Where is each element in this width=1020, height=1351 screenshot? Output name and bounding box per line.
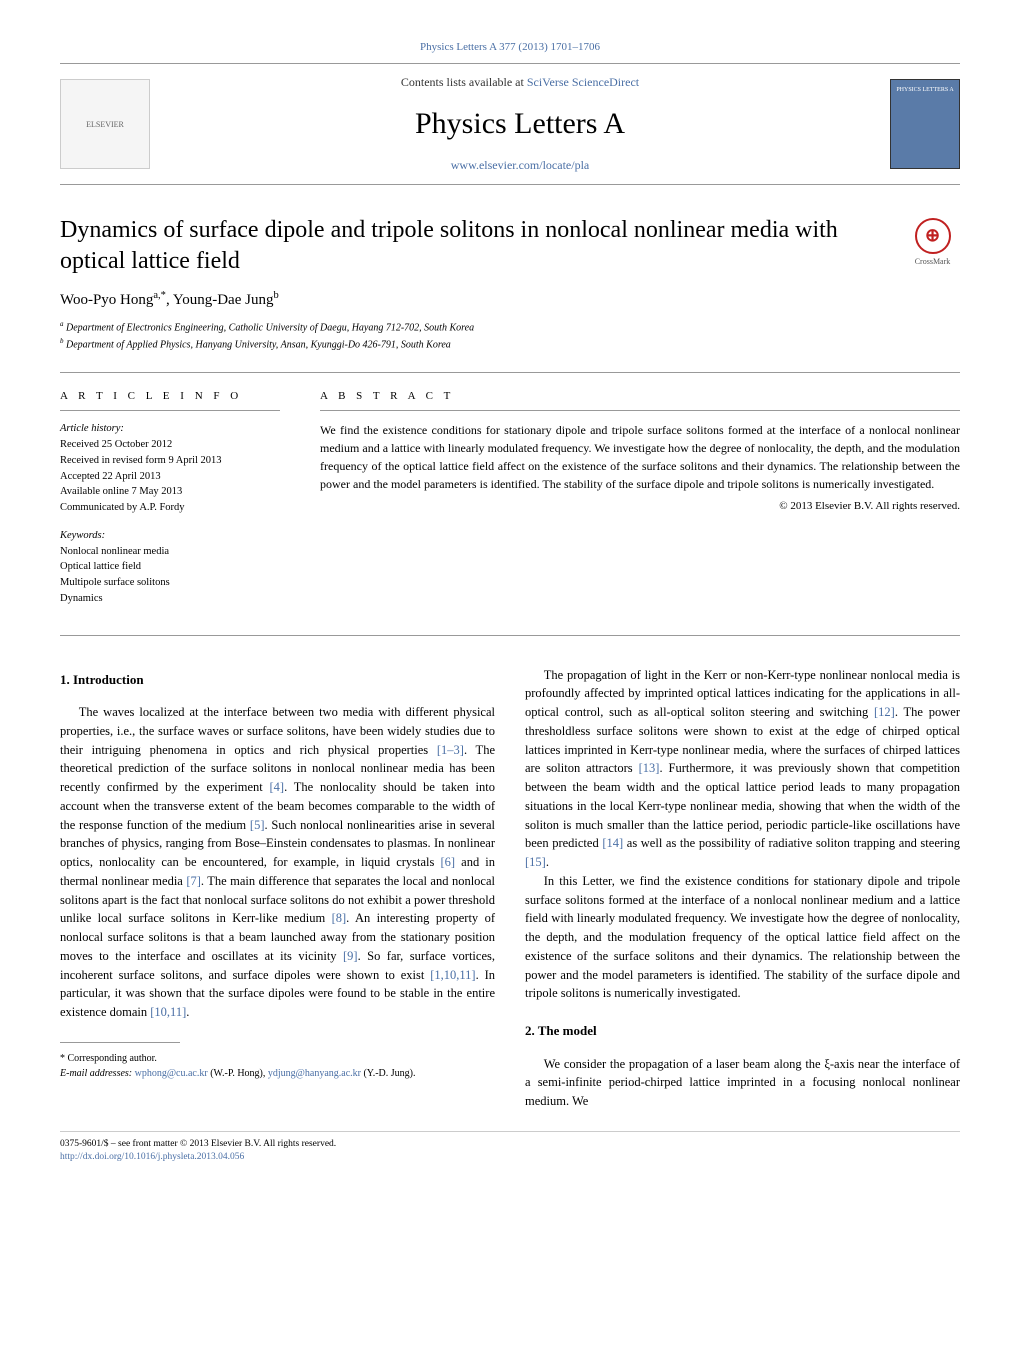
article-history: Article history: Received 25 October 201… xyxy=(60,421,280,516)
history-3: Available online 7 May 2013 xyxy=(60,486,182,497)
emails: E-mail addresses: wphong@cu.ac.kr (W.-P.… xyxy=(60,1066,495,1081)
author-1: Woo-Pyo Hong xyxy=(60,292,153,308)
authors: Woo-Pyo Honga,*, Young-Dae Jungb xyxy=(60,289,960,311)
paragraph-1: The waves localized at the interface bet… xyxy=(60,703,495,1022)
elsevier-logo-label: ELSEVIER xyxy=(86,119,124,130)
keyword-1: Optical lattice field xyxy=(60,561,141,572)
journal-cover-label: PHYSICS LETTERS A xyxy=(896,86,953,94)
affiliations: a Department of Electronics Engineering,… xyxy=(60,319,960,352)
journal-url[interactable]: www.elsevier.com/locate/pla xyxy=(150,157,890,174)
abstract: A B S T R A C T We find the existence co… xyxy=(320,389,960,619)
article-info-heading: A R T I C L E I N F O xyxy=(60,389,280,411)
footer-bar: 0375-9601/$ – see front matter © 2013 El… xyxy=(60,1131,960,1165)
email-2[interactable]: ydjung@hanyang.ac.kr xyxy=(268,1068,361,1079)
ref-link[interactable]: [7] xyxy=(186,874,201,888)
author-2: Young-Dae Jung xyxy=(173,292,274,308)
history-2: Accepted 22 April 2013 xyxy=(60,471,161,482)
header-center: Contents lists available at SciVerse Sci… xyxy=(150,74,890,174)
footnotes: * Corresponding author. E-mail addresses… xyxy=(60,1051,495,1081)
section-1-heading: 1. Introduction xyxy=(60,670,495,690)
affiliation-b: Department of Applied Physics, Hanyang U… xyxy=(66,339,451,350)
email-1[interactable]: wphong@cu.ac.kr xyxy=(135,1068,208,1079)
ref-link[interactable]: [15] xyxy=(525,855,546,869)
ref-link[interactable]: [9] xyxy=(343,949,358,963)
doi-link[interactable]: http://dx.doi.org/10.1016/j.physleta.201… xyxy=(60,1152,244,1162)
column-left: 1. Introduction The waves localized at t… xyxy=(60,666,495,1111)
affiliation-a: Department of Electronics Engineering, C… xyxy=(66,323,474,334)
column-right: The propagation of light in the Kerr or … xyxy=(525,666,960,1111)
abstract-text: We find the existence conditions for sta… xyxy=(320,421,960,493)
ref-link[interactable]: [13] xyxy=(639,761,660,775)
crossmark-icon: ⊕ xyxy=(915,218,951,254)
journal-name: Physics Letters A xyxy=(150,103,890,145)
ref-link[interactable]: [4] xyxy=(270,780,285,794)
section-2-heading: 2. The model xyxy=(525,1021,960,1041)
paragraph-2: The propagation of light in the Kerr or … xyxy=(525,666,960,872)
crossmark-label: CrossMark xyxy=(915,256,951,267)
history-0: Received 25 October 2012 xyxy=(60,439,172,450)
keywords-label: Keywords: xyxy=(60,530,105,541)
paragraph-3: In this Letter, we find the existence co… xyxy=(525,872,960,1003)
issn-line: 0375-9601/$ – see front matter © 2013 El… xyxy=(60,1138,960,1151)
paragraph-4: We consider the propagation of a laser b… xyxy=(525,1055,960,1111)
crossmark-badge[interactable]: ⊕ CrossMark xyxy=(905,215,960,270)
sciencedirect-link[interactable]: SciVerse ScienceDirect xyxy=(527,75,639,89)
journal-header: ELSEVIER Contents lists available at Sci… xyxy=(60,63,960,185)
keyword-3: Dynamics xyxy=(60,593,103,604)
ref-link[interactable]: [12] xyxy=(874,705,895,719)
history-label: Article history: xyxy=(60,423,124,434)
ref-link[interactable]: [6] xyxy=(440,855,455,869)
top-citation[interactable]: Physics Letters A 377 (2013) 1701–1706 xyxy=(60,40,960,55)
ref-link[interactable]: [10,11] xyxy=(150,1005,186,1019)
ref-link[interactable]: [8] xyxy=(332,911,347,925)
abstract-copyright: © 2013 Elsevier B.V. All rights reserved… xyxy=(320,499,960,514)
history-4: Communicated by A.P. Fordy xyxy=(60,502,185,513)
contents-available: Contents lists available at SciVerse Sci… xyxy=(150,74,890,91)
ref-link[interactable]: [1,10,11] xyxy=(430,968,475,982)
ref-link[interactable]: [14] xyxy=(602,836,623,850)
footnote-separator xyxy=(60,1042,180,1043)
history-1: Received in revised form 9 April 2013 xyxy=(60,455,222,466)
email-2-name: (Y.-D. Jung). xyxy=(361,1068,416,1079)
email-label: E-mail addresses: xyxy=(60,1068,132,1079)
ref-link[interactable]: [5] xyxy=(250,818,265,832)
abstract-heading: A B S T R A C T xyxy=(320,389,960,411)
contents-prefix: Contents lists available at xyxy=(401,75,527,89)
corresponding-author: * Corresponding author. xyxy=(60,1051,495,1066)
email-1-name: (W.-P. Hong), xyxy=(208,1068,268,1079)
author-1-sup: a,* xyxy=(153,290,166,301)
keyword-0: Nonlocal nonlinear media xyxy=(60,546,169,557)
ref-link[interactable]: [1–3] xyxy=(437,743,464,757)
keyword-2: Multipole surface solitons xyxy=(60,577,170,588)
author-2-sup: b xyxy=(273,290,278,301)
article-info: A R T I C L E I N F O Article history: R… xyxy=(60,389,280,619)
body: 1. Introduction The waves localized at t… xyxy=(60,666,960,1111)
journal-cover-thumbnail[interactable]: PHYSICS LETTERS A xyxy=(890,79,960,169)
keywords: Keywords: Nonlocal nonlinear media Optic… xyxy=(60,528,280,607)
elsevier-logo[interactable]: ELSEVIER xyxy=(60,79,150,169)
article-title: Dynamics of surface dipole and tripole s… xyxy=(60,215,885,277)
